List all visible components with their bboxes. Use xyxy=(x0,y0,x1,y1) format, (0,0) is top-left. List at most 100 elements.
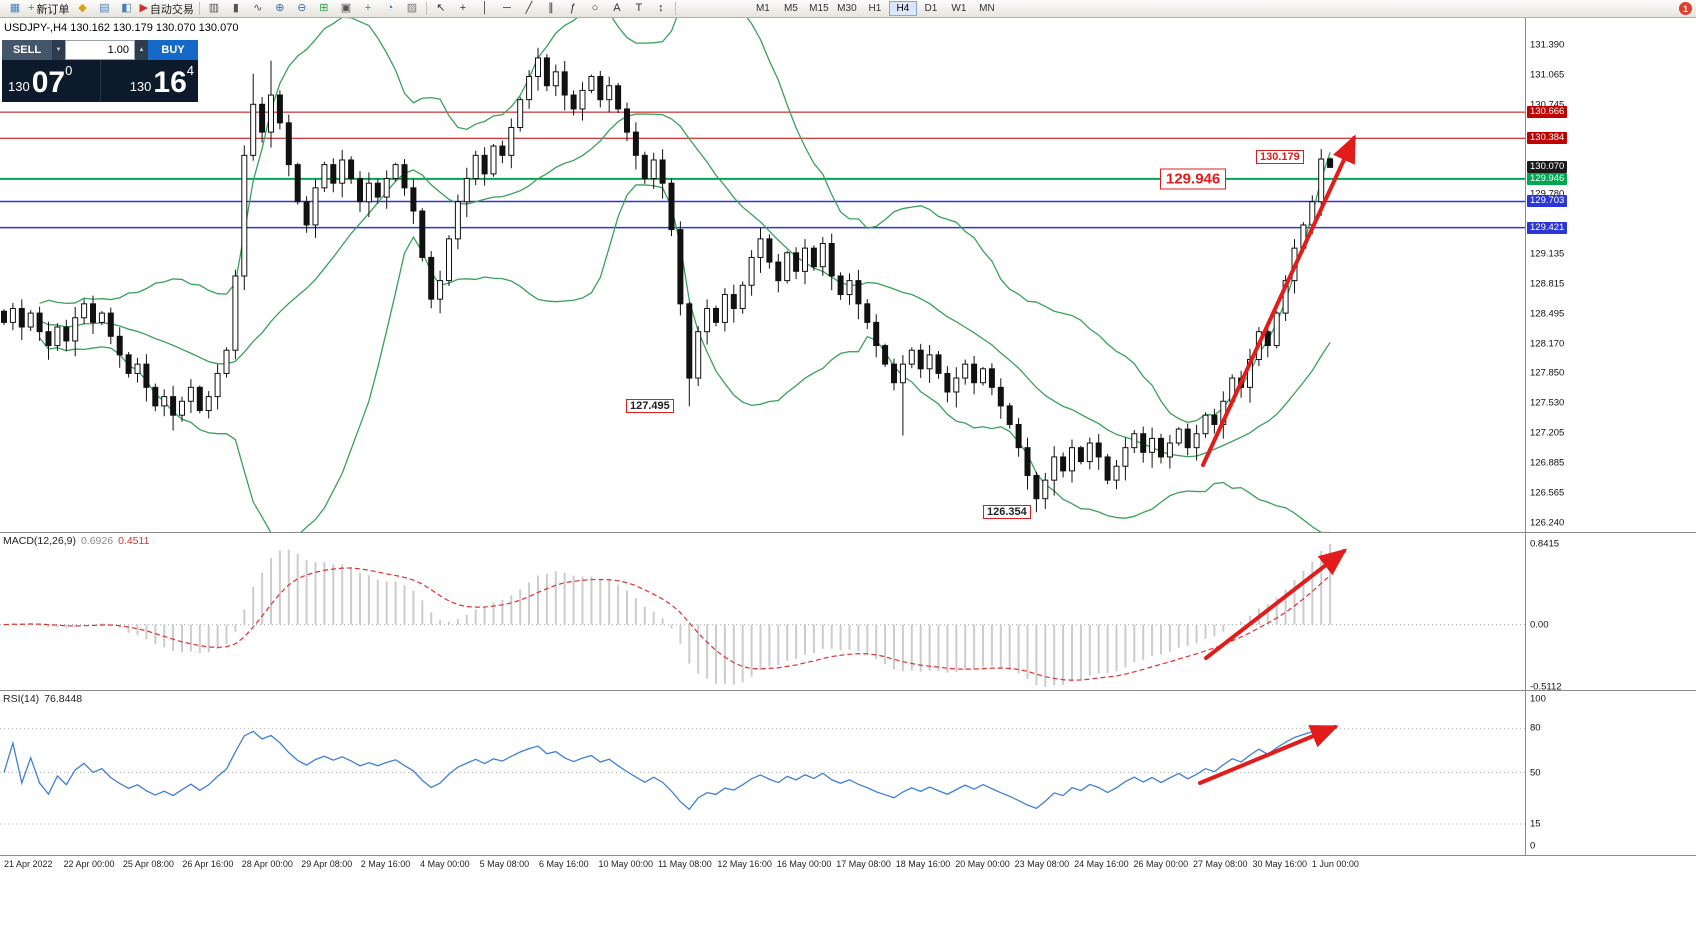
candle xyxy=(499,145,506,156)
fibonacci-button[interactable]: ƒ xyxy=(562,1,584,17)
sell-dropdown[interactable]: ▼ xyxy=(52,40,65,60)
shapes-icon: ○ xyxy=(591,2,599,14)
shapes-button[interactable]: ○ xyxy=(584,1,606,17)
arrows-button[interactable]: ↕ xyxy=(650,1,672,17)
price-axis-label: 128.170 xyxy=(1530,338,1565,350)
rsi-scale[interactable]: 100 80 50 15 0 xyxy=(1525,691,1696,855)
time-axis-label: 23 May 08:00 xyxy=(1014,859,1070,869)
macd-plot[interactable] xyxy=(0,533,1526,690)
macd-scale[interactable]: 0.8415 0.00 -0.5112 xyxy=(1525,533,1696,690)
market-watch-icon[interactable]: ▤ xyxy=(93,1,115,17)
cursor-button[interactable]: ↖ xyxy=(430,1,452,17)
candle xyxy=(517,99,524,129)
templates-button[interactable]: ▨ xyxy=(401,1,423,17)
sell-price-prefix: 130 xyxy=(8,79,30,94)
charts-profile-icon: ◆ xyxy=(78,2,87,14)
notification-badge[interactable]: 1 xyxy=(1679,2,1692,15)
period-button[interactable]: ◔ xyxy=(379,1,401,17)
time-axis-label: 6 May 16:00 xyxy=(539,859,589,869)
volume-input[interactable]: 1.00 xyxy=(65,40,135,60)
auto-arrange-button[interactable]: ▣ xyxy=(335,1,357,17)
time-axis[interactable]: 21 Apr 2022 22 Apr 00:00 25 Apr 08:00 26 Ap… xyxy=(0,855,1696,873)
sell-button[interactable]: SELL xyxy=(2,40,52,60)
candle xyxy=(428,256,435,300)
label-button[interactable]: T xyxy=(628,1,650,17)
candle xyxy=(348,159,355,180)
zoom-in-button[interactable]: ⊕ xyxy=(269,1,291,17)
bar-chart-button[interactable]: ▥ xyxy=(203,1,225,17)
candle xyxy=(819,243,826,268)
candle xyxy=(1122,447,1129,467)
buy-price-prefix: 130 xyxy=(129,79,152,94)
auto-arrange-icon: ▣ xyxy=(340,2,352,14)
timeframe-mn[interactable]: MN xyxy=(979,3,995,14)
timeframe-d1[interactable]: D1 xyxy=(924,3,938,14)
candle xyxy=(659,159,666,184)
candle xyxy=(446,238,452,282)
new-order-button[interactable]: + 新订单 xyxy=(26,1,71,17)
candle xyxy=(526,75,533,101)
candlestick-button[interactable]: ▮ xyxy=(225,1,247,17)
vertical-line-button[interactable]: │ xyxy=(474,1,496,17)
arrows-icon: ↕ xyxy=(658,2,664,14)
crosshair-button[interactable]: + xyxy=(452,1,474,17)
timeframe-m5[interactable]: M5 xyxy=(783,3,798,14)
candle xyxy=(561,71,568,96)
candle xyxy=(437,280,444,300)
trendline-button[interactable]: ╱ xyxy=(518,1,540,17)
candle xyxy=(891,363,897,384)
candlestick-plot[interactable] xyxy=(0,18,1526,532)
autotrade-button[interactable]: ▶ 自动交易 xyxy=(137,1,195,17)
chart-window-icon[interactable]: ▦ xyxy=(4,1,26,17)
macd-name: MACD(12,26,9) xyxy=(3,535,76,547)
time-axis-label: 30 May 16:00 xyxy=(1252,859,1307,869)
timeframe-m30[interactable]: M30 xyxy=(837,3,857,14)
add-indicator-button[interactable]: + xyxy=(357,1,379,17)
chart-title: USDJPY-,H4 130.162 130.179 130.070 130.0… xyxy=(4,22,239,34)
candle xyxy=(704,307,711,333)
time-axis-label: 2 May 16:00 xyxy=(360,859,411,869)
buy-button[interactable]: BUY xyxy=(148,40,198,60)
candle xyxy=(597,75,604,101)
price-tag: 130.666 xyxy=(1527,106,1568,119)
channel-icon: ∥ xyxy=(548,2,554,14)
market-watch-icon: ▤ xyxy=(99,2,110,14)
time-axis-label: 20 May 00:00 xyxy=(955,859,1010,869)
line-chart-button[interactable]: ∿ xyxy=(247,1,269,17)
channel-button[interactable]: ∥ xyxy=(540,1,562,17)
volume-stepper[interactable]: ▲ xyxy=(135,40,148,60)
tile-windows-button[interactable]: ⊞ xyxy=(313,1,335,17)
navigator-icon[interactable]: ◧ xyxy=(115,1,137,17)
candle xyxy=(241,154,248,277)
timeframe-h4[interactable]: H4 xyxy=(888,1,917,16)
candle xyxy=(1015,423,1022,449)
sell-price-button[interactable]: 130 07 0 xyxy=(2,60,100,102)
buy-price-button[interactable]: 130 16 4 xyxy=(99,60,199,102)
candle xyxy=(454,201,461,240)
price-scale[interactable]: 131.390 131.065 130.745 129.780 129.135 128.8… xyxy=(1525,18,1696,532)
candle xyxy=(624,108,630,133)
time-axis-label: 27 May 08:00 xyxy=(1193,859,1248,869)
horizontal-line-button[interactable]: ─ xyxy=(496,1,518,17)
candle xyxy=(1140,433,1147,453)
timeframe-h1[interactable]: H1 xyxy=(868,3,882,14)
timeframe-m1[interactable]: M1 xyxy=(755,3,770,14)
candle xyxy=(27,312,34,328)
add-indicator-icon: + xyxy=(364,2,372,14)
timeframe-m15[interactable]: M15 xyxy=(809,3,829,14)
candle xyxy=(143,363,150,388)
candle xyxy=(36,312,43,333)
timeframe-w1[interactable]: W1 xyxy=(951,3,967,14)
charts-profile-icon[interactable]: ◆ xyxy=(71,1,93,17)
period-icon: ◔ xyxy=(386,2,394,14)
candle xyxy=(1024,447,1031,477)
candle xyxy=(214,372,221,398)
chart-window-icon: ▦ xyxy=(9,2,21,14)
rsi-plot[interactable] xyxy=(0,691,1526,855)
price-axis-label: 126.885 xyxy=(1530,457,1565,469)
zoom-out-button[interactable]: ⊖ xyxy=(291,1,313,17)
candle xyxy=(134,363,141,374)
price-axis-label: 126.240 xyxy=(1530,517,1565,529)
candle xyxy=(615,85,622,110)
text-button[interactable]: A xyxy=(606,1,628,17)
